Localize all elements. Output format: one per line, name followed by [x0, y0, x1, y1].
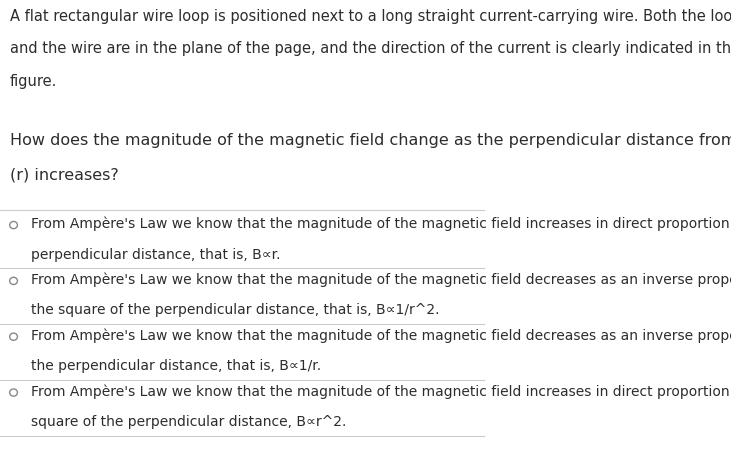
Text: A flat rectangular wire loop is positioned next to a long straight current-carry: A flat rectangular wire loop is position…: [10, 9, 731, 24]
Text: perpendicular distance, that is, B∝r.: perpendicular distance, that is, B∝r.: [31, 248, 281, 262]
Text: How does the magnitude of the magnetic field change as the perpendicular distanc: How does the magnitude of the magnetic f…: [10, 133, 731, 148]
Text: square of the perpendicular distance, B∝r^2.: square of the perpendicular distance, B∝…: [31, 415, 346, 429]
Text: From Ampère's Law we know that the magnitude of the magnetic field increases in : From Ampère's Law we know that the magni…: [31, 384, 731, 399]
Text: From Ampère's Law we know that the magnitude of the magnetic field decreases as : From Ampère's Law we know that the magni…: [31, 329, 731, 343]
Text: the perpendicular distance, that is, B∝1/r.: the perpendicular distance, that is, B∝1…: [31, 359, 322, 373]
Text: From Ampère's Law we know that the magnitude of the magnetic field decreases as : From Ampère's Law we know that the magni…: [31, 273, 731, 287]
Text: figure.: figure.: [10, 74, 57, 89]
Text: (r) increases?: (r) increases?: [10, 167, 118, 182]
Text: From Ampère's Law we know that the magnitude of the magnetic field increases in : From Ampère's Law we know that the magni…: [31, 217, 731, 231]
Text: and the wire are in the plane of the page, and the direction of the current is c: and the wire are in the plane of the pag…: [10, 41, 731, 56]
Text: the square of the perpendicular distance, that is, B∝1/r^2.: the square of the perpendicular distance…: [31, 304, 440, 318]
